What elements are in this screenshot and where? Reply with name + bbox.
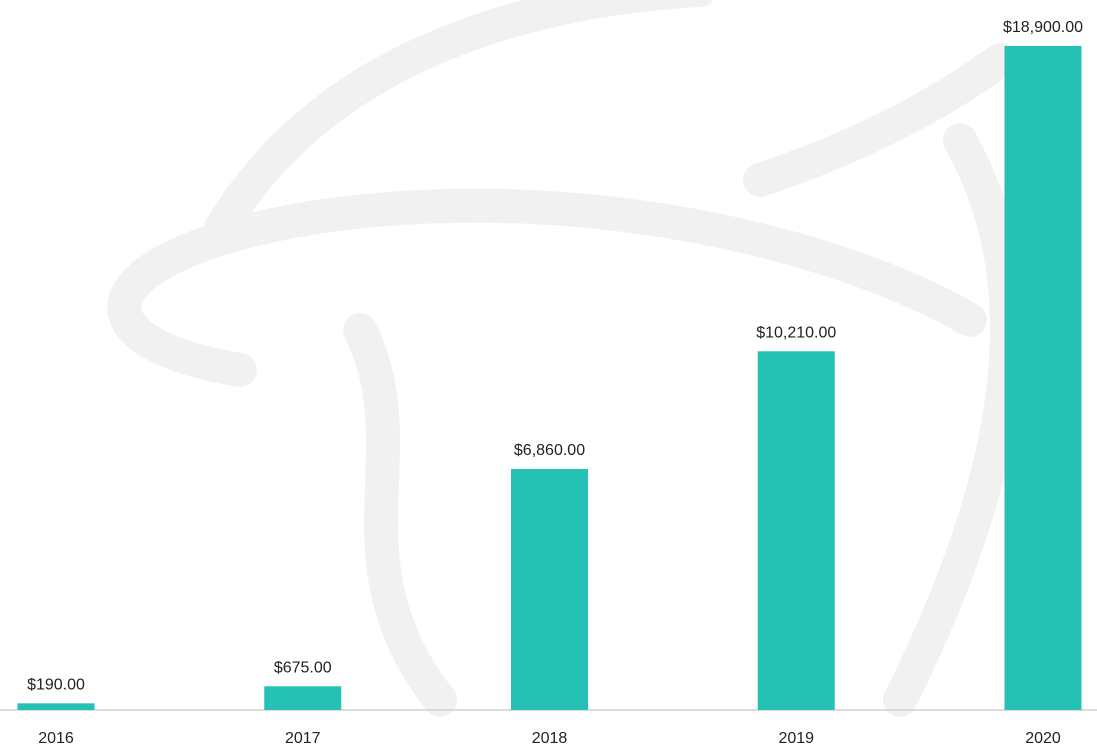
watermark-crown — [203, 0, 714, 247]
bar — [264, 686, 342, 710]
value-label: $190.00 — [27, 677, 85, 694]
bar — [511, 468, 588, 710]
bar — [17, 703, 95, 710]
watermark-back — [883, 123, 1024, 717]
watermark-face — [343, 313, 457, 717]
value-label: $6,860.00 — [514, 442, 585, 459]
x-tick-label: 2016 — [38, 730, 74, 747]
x-tick-label: 2019 — [778, 730, 814, 747]
watermark-feather — [743, 43, 1017, 197]
bar — [757, 351, 835, 710]
x-tick-label: 2020 — [1025, 730, 1061, 747]
watermark — [107, 0, 1024, 717]
x-tick-label: 2017 — [285, 730, 321, 747]
watermark-brim — [107, 188, 987, 387]
value-label: $18,900.00 — [1003, 19, 1083, 36]
value-label: $675.00 — [274, 660, 332, 677]
value-label: $10,210.00 — [756, 325, 836, 342]
bar — [1004, 46, 1082, 710]
x-tick-label: 2018 — [532, 730, 568, 747]
